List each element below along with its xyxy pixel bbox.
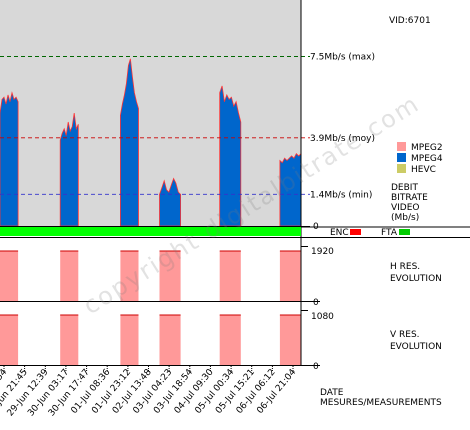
hres-bar-5 bbox=[219, 251, 241, 301]
hres-bar-4 bbox=[159, 251, 181, 301]
legend-label-hevc: HEVC bbox=[411, 165, 436, 175]
vres-bars bbox=[0, 314, 301, 365]
x-axis-label-line-2: MESURES/MEASUREMENTS bbox=[320, 398, 442, 408]
bitrate-areas bbox=[0, 58, 302, 227]
bitrate-ylabel-line-4: (Mb/s) bbox=[391, 213, 419, 223]
legend-label-mpeg2: MPEG2 bbox=[411, 143, 443, 153]
legend-swatch-hevc bbox=[397, 164, 406, 173]
vres-bar-2 bbox=[60, 315, 79, 365]
bitrate-area-segment-5 bbox=[219, 85, 242, 227]
vres-bar-4 bbox=[159, 315, 181, 365]
hres-zero-label: 0 bbox=[313, 298, 319, 308]
enc-marker-label: ENC bbox=[330, 228, 349, 238]
vres-bar-5 bbox=[219, 315, 241, 365]
hres-bar-1 bbox=[0, 251, 19, 301]
hres-ylabel-line-1: H RES. bbox=[390, 262, 420, 272]
hres-bar-3 bbox=[120, 251, 139, 301]
enc-marker-swatch bbox=[350, 229, 361, 235]
x-axis-label-line-1: DATE bbox=[320, 388, 344, 398]
fta-marker-label: FTA bbox=[381, 228, 398, 238]
bitrate-y-zero-label: 0 bbox=[313, 222, 319, 232]
vres-bar-1 bbox=[0, 315, 19, 365]
hres-bars bbox=[0, 250, 301, 301]
vres-ylabel-line-1: V RES. bbox=[390, 330, 420, 340]
hres-ylabel-line-2: EVOLUTION bbox=[390, 274, 442, 284]
bitrate-area-segment-3 bbox=[120, 58, 139, 227]
vres-max-label: 1080 bbox=[311, 312, 334, 322]
legend-label-mpeg4: MPEG4 bbox=[411, 154, 443, 164]
avg-reference-label: 3.9Mb/s (moy) bbox=[310, 134, 375, 144]
legend-swatch-mpeg2 bbox=[397, 142, 406, 151]
bitrate-ylabel-line-3: VIDEO bbox=[391, 203, 420, 213]
bitrate-ylabel-line-2: BITRATE bbox=[391, 193, 428, 203]
max-reference-label: 7.5Mb/s (max) bbox=[310, 53, 375, 63]
fta-bar bbox=[0, 227, 301, 236]
min-reference-label: 1.4Mb/s (min) bbox=[310, 190, 372, 200]
hres-bar-6 bbox=[279, 251, 301, 301]
fta-marker-swatch bbox=[399, 229, 410, 235]
bitrate-area-segment-2 bbox=[59, 112, 79, 227]
vres-bar-3 bbox=[120, 315, 139, 365]
hres-bar-2 bbox=[60, 251, 79, 301]
vres-ylabel-line-2: EVOLUTION bbox=[390, 342, 442, 352]
bitrate-area-segment-1 bbox=[0, 91, 19, 227]
bitrate-ylabel-line-1: DEBIT bbox=[391, 183, 418, 193]
legend-swatch-mpeg4 bbox=[397, 153, 406, 162]
hres-max-label: 1920 bbox=[311, 247, 334, 257]
reference-lines bbox=[0, 56, 310, 195]
vres-zero-label: 0 bbox=[313, 362, 319, 372]
bitrate-panel-background bbox=[0, 0, 301, 227]
bitrate-area-segment-4 bbox=[159, 177, 181, 227]
vres-bar-6 bbox=[279, 315, 301, 365]
vid-label: VID:6701 bbox=[389, 16, 431, 26]
